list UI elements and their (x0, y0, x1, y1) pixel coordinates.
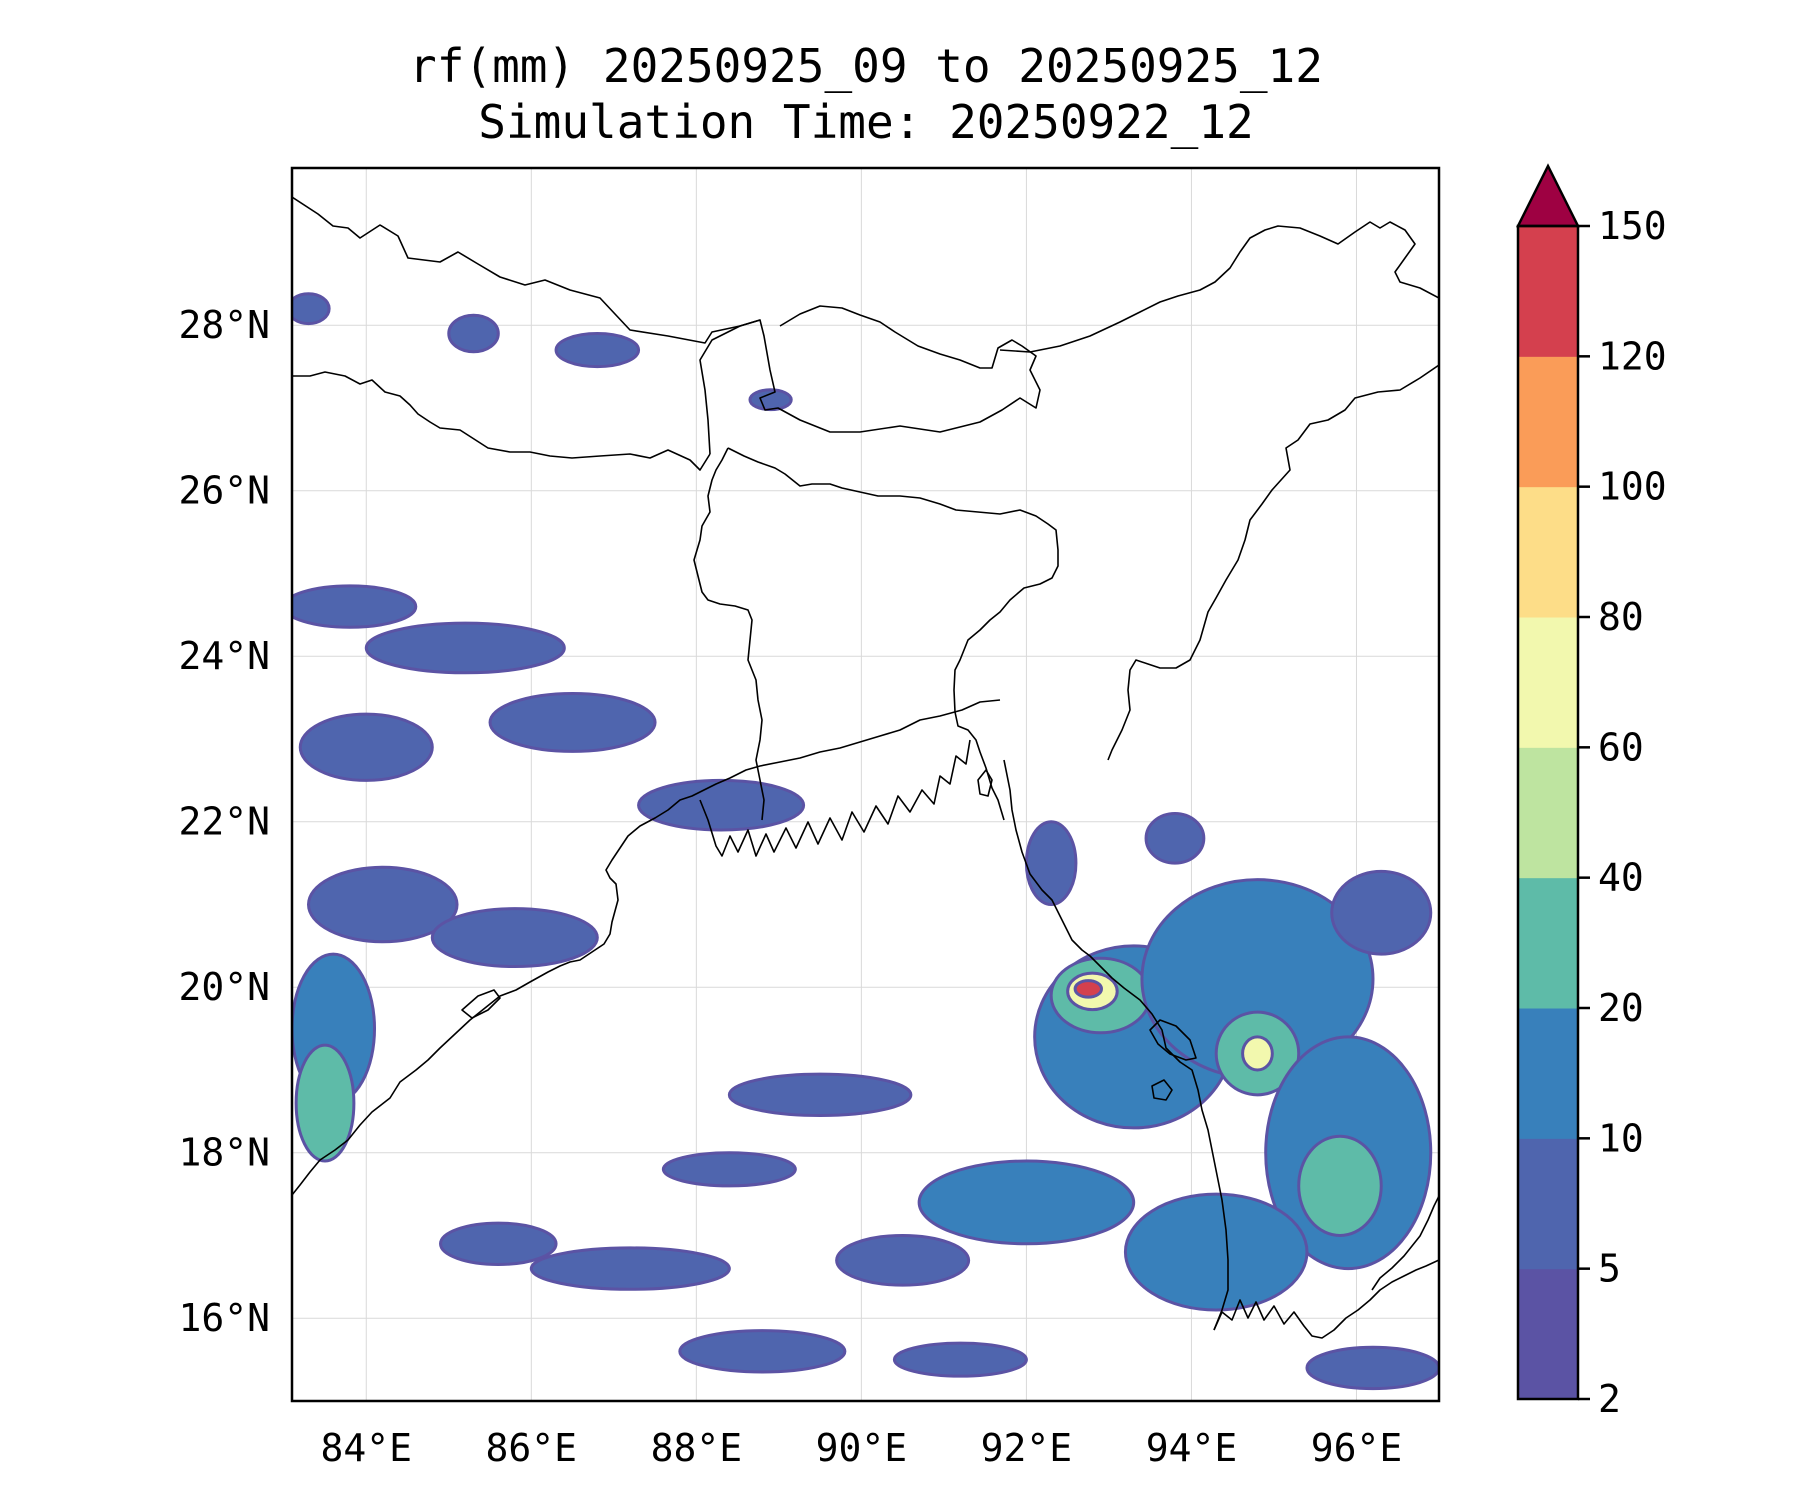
colorbar-extend-arrow (1515, 163, 1581, 228)
colorbar-frame (1516, 224, 1580, 1401)
rain-cell-17 (835, 1233, 971, 1287)
rain-cell-33 (1024, 820, 1078, 906)
y-axis-ticks: 16°N 18°N 20°N 22°N 24°N 26°N 28°N (178, 303, 270, 1340)
rain-cell-1 (447, 313, 500, 354)
sikkim-bhutan-border (699, 305, 1041, 455)
rain-cell-15 (529, 1246, 731, 1291)
cheduba-island (1151, 1079, 1173, 1101)
title-line-2: Simulation Time: 20250922_12 (478, 95, 1253, 149)
rain-cell-10 (430, 907, 599, 969)
map-frame (290, 166, 1441, 1403)
y-tick-label-6: 28°N (178, 303, 270, 347)
rain-cell-18 (917, 1159, 1136, 1246)
colorbar-label-2: 10 (1598, 1116, 1644, 1160)
x-tick-label-0: 84°E (321, 1426, 413, 1470)
colorbar-segment-6 (1518, 486, 1578, 618)
rain-cell-7 (637, 778, 806, 832)
colorbar-label-5: 60 (1598, 725, 1644, 769)
colorbar-label-7: 100 (1598, 465, 1667, 509)
rain-cell-27 (1241, 1035, 1274, 1072)
y-tick-label-0: 16°N (178, 1296, 270, 1340)
rain-cell-14 (661, 1151, 797, 1188)
rain-cell-12 (294, 1043, 356, 1163)
colorbar-label-0: 2 (1598, 1377, 1621, 1421)
y-tick-label-5: 26°N (178, 469, 270, 513)
rain-cell-3 (748, 388, 793, 412)
title-line-1: rf(mm) 20250925_09 to 20250925_12 (409, 39, 1323, 93)
y-tick-label-1: 18°N (178, 1131, 270, 1175)
rain-cell-32 (1330, 869, 1433, 956)
bhola-island (977, 769, 993, 797)
colorbar-segment-3 (1518, 877, 1578, 1009)
colorbar-label-8: 120 (1598, 334, 1667, 378)
coastlines-borders (292, 196, 1439, 1339)
rain-cell-5 (364, 621, 566, 675)
irrawaddy-coast-east (1371, 1195, 1439, 1291)
x-tick-label-5: 94°E (1146, 1426, 1238, 1470)
y-tick-label-2: 20°N (178, 965, 270, 1009)
northeast-india-border (1107, 364, 1439, 761)
myanmar-coastline (1003, 759, 1229, 1331)
rain-cell-4 (292, 584, 418, 629)
y-tick-label-3: 22°N (178, 800, 270, 844)
rain-cell-24 (1073, 979, 1104, 999)
x-tick-label-6: 96°E (1311, 1426, 1403, 1470)
rain-cell-29 (1297, 1134, 1383, 1237)
colorbar-label-9: 150 (1598, 204, 1667, 248)
rainfall-field (292, 292, 1439, 1391)
x-tick-label-2: 88°E (651, 1426, 743, 1470)
rain-cell-6 (488, 691, 657, 753)
bangladesh-border (727, 447, 1059, 821)
rain-cell-9 (307, 865, 459, 944)
rain-cell-16 (439, 1221, 558, 1266)
rain-cell-30 (1123, 1192, 1309, 1312)
colorbar-segment-2 (1518, 1008, 1578, 1139)
rain-cell-0 (292, 292, 331, 326)
colorbar-segment-1 (1518, 1138, 1578, 1270)
x-axis-ticks: 84°E 86°E 88°E 90°E 92°E 94°E 96°E (321, 1426, 1403, 1470)
rain-cell-19 (678, 1329, 847, 1374)
rain-cell-31 (1305, 1345, 1439, 1391)
colorbar-segment-8 (1518, 226, 1578, 357)
x-tick-label-1: 86°E (486, 1426, 578, 1470)
x-tick-label-4: 92°E (981, 1426, 1073, 1470)
colorbar-label-6: 80 (1598, 595, 1644, 639)
east-india-coastline (292, 699, 1001, 1196)
bangladesh-west-border (693, 447, 765, 821)
sundarbans-coast (699, 739, 971, 857)
rain-cell-13 (727, 1072, 913, 1118)
colorbar-segment-0 (1518, 1268, 1578, 1400)
y-tick-label-4: 24°N (178, 634, 270, 678)
rain-cell-20 (892, 1341, 1028, 1378)
colorbar-segment-4 (1518, 747, 1578, 879)
colorbar: 2 5 10 20 40 60 80 100 120 150 (1515, 163, 1667, 1421)
rain-cell-34 (1144, 811, 1206, 865)
rain-cell-8 (298, 712, 434, 782)
colorbar-label-3: 20 (1598, 986, 1644, 1030)
colorbar-label-1: 5 (1598, 1247, 1621, 1291)
colorbar-label-4: 40 (1598, 856, 1644, 900)
colorbar-segment-7 (1518, 356, 1578, 488)
arunachal-china-border (999, 221, 1439, 353)
chilika-lake (461, 989, 501, 1019)
x-tick-label-3: 90°E (816, 1426, 908, 1470)
nepal-china-border (292, 196, 761, 344)
irrawaddy-delta-coast (1213, 1259, 1439, 1339)
colorbar-segment-5 (1518, 617, 1578, 748)
ramree-island (1149, 1019, 1197, 1061)
nepal-india-border (292, 371, 711, 471)
rain-cell-2 (554, 332, 641, 369)
